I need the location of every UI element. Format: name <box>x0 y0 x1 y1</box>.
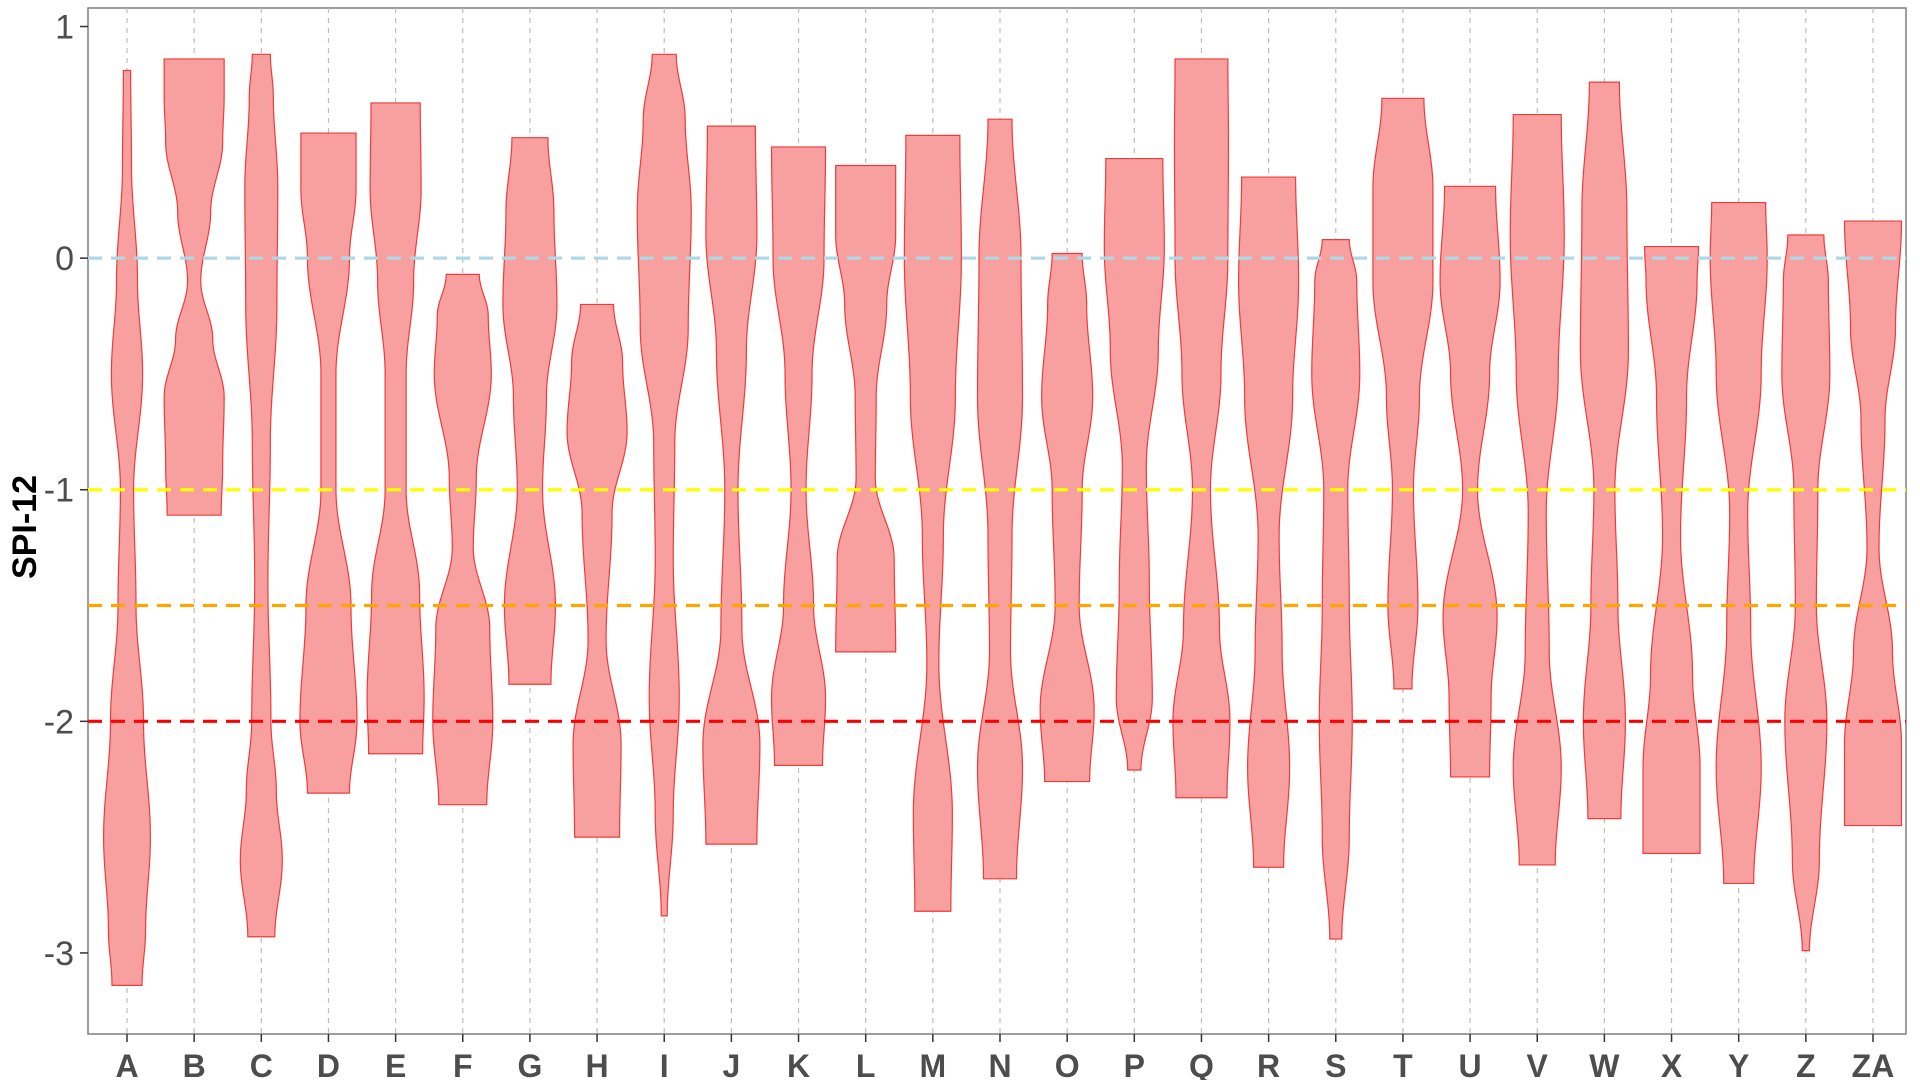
violin-x <box>1642 245 1701 854</box>
x-tick-label: ZA <box>1852 1048 1895 1080</box>
violin-n <box>976 118 1024 880</box>
violin-z <box>1781 234 1831 952</box>
violin-m <box>903 134 962 912</box>
violin-za <box>1843 220 1903 827</box>
violin-t <box>1372 97 1434 690</box>
violin-a <box>103 69 151 986</box>
x-tick-label: O <box>1055 1048 1080 1080</box>
violin-u <box>1439 185 1501 778</box>
x-tick-label: X <box>1661 1048 1683 1080</box>
x-tick-label: S <box>1325 1048 1346 1080</box>
y-tick-label: -1 <box>44 472 74 510</box>
y-tick-label: -2 <box>44 703 74 741</box>
reference-lines <box>88 256 1906 723</box>
x-tick-label: P <box>1124 1048 1145 1080</box>
x-tick-label: F <box>453 1048 473 1080</box>
x-tick-label: N <box>988 1048 1011 1080</box>
x-tick-label: W <box>1589 1048 1620 1080</box>
x-tick-label: A <box>115 1048 138 1080</box>
violin-i <box>636 53 692 917</box>
violin-d <box>299 132 358 794</box>
violin-w <box>1579 81 1629 820</box>
violin-j <box>702 125 761 845</box>
x-tick-label: E <box>385 1048 406 1080</box>
x-tick-label: B <box>183 1048 206 1080</box>
violin-p <box>1103 157 1165 771</box>
y-tick-label: 1 <box>55 9 74 47</box>
violin-y <box>1709 201 1768 885</box>
violin-r <box>1238 176 1300 868</box>
x-tick-label: V <box>1527 1048 1549 1080</box>
violin-q <box>1172 58 1231 799</box>
x-tick-label: C <box>250 1048 273 1080</box>
violin-h <box>566 303 628 838</box>
violin-k <box>770 146 827 766</box>
x-tick-label: H <box>586 1048 609 1080</box>
x-tick-label: T <box>1393 1048 1413 1080</box>
x-tick-label: K <box>787 1048 810 1080</box>
x-tick-label: M <box>920 1048 947 1080</box>
violin-f <box>432 273 494 806</box>
axes: 1 0 -1 -2 -3 A B C D E F G H I J K L M N O P Q R S T U V W X Y Z ZA <box>44 9 1895 1080</box>
x-tick-label: Z <box>1796 1048 1816 1080</box>
violins <box>103 53 1903 986</box>
x-tick-label: Y <box>1728 1048 1749 1080</box>
violin-g <box>502 137 558 685</box>
x-tick-label: Q <box>1189 1048 1214 1080</box>
x-tick-label: D <box>317 1048 340 1080</box>
violin-b <box>163 58 225 516</box>
violin-e <box>366 102 425 755</box>
x-tick-label: I <box>660 1048 669 1080</box>
x-tick-label: R <box>1257 1048 1280 1080</box>
y-tick-label: 0 <box>55 240 74 278</box>
y-tick-label: -3 <box>44 935 74 973</box>
x-tick-label: L <box>856 1048 876 1080</box>
violin-c <box>239 53 283 938</box>
x-tick-label: U <box>1459 1048 1482 1080</box>
y-axis-title: SPI-12 <box>6 475 44 579</box>
x-tick-label: G <box>517 1048 542 1080</box>
violin-s <box>1311 239 1361 940</box>
x-tick-label: J <box>722 1048 740 1080</box>
